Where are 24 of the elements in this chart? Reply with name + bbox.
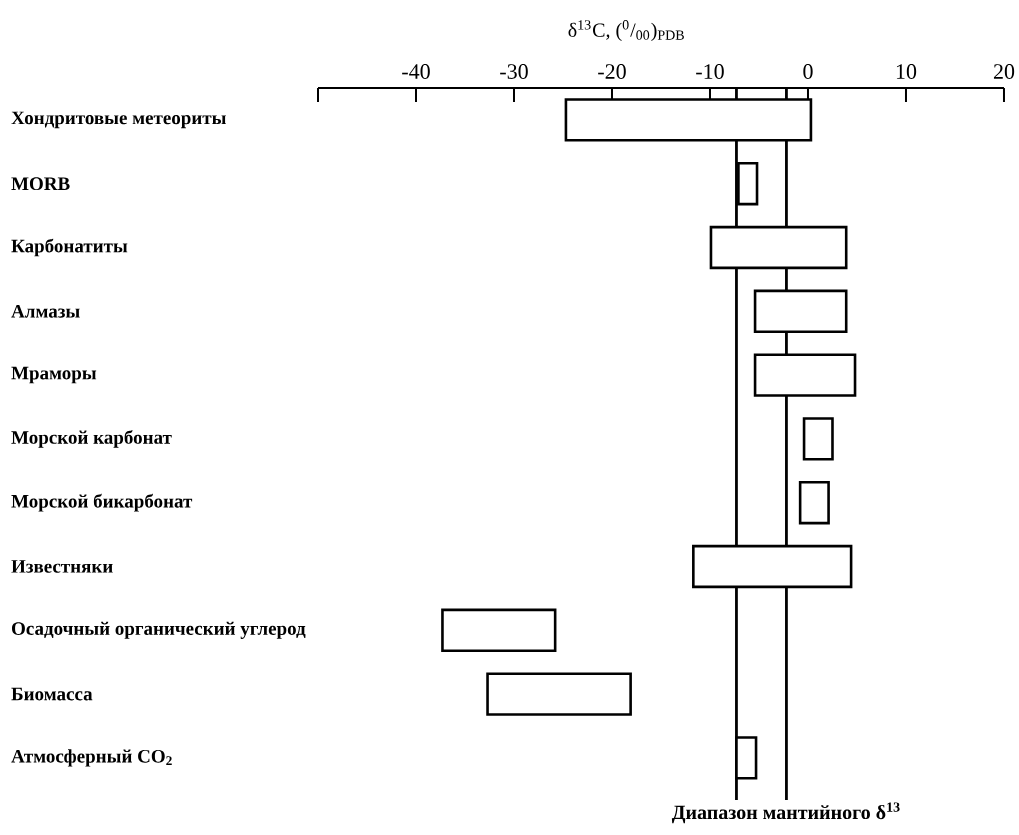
y-tick-label: Мраморы bbox=[11, 366, 97, 384]
y-tick-label: Осадочный органический углерод bbox=[12, 621, 306, 639]
x-tick-label: 20 bbox=[993, 64, 1015, 79]
ref-line-label: Диапазон мантийного δ$^{13}$ bbox=[671, 802, 900, 824]
y-tick-label: MORB bbox=[11, 177, 70, 191]
x-tick-label: -30 bbox=[500, 64, 528, 79]
y-tick-label: Алмазы bbox=[11, 304, 80, 318]
x-axis-title: δ$^{13}$C, ($^{0}$/$_{00}$)$_{PDB}$ bbox=[568, 20, 684, 41]
x-tick-label: 10 bbox=[896, 64, 917, 79]
y-tick-label: Известняки bbox=[11, 560, 113, 573]
x-tick-label: -40 bbox=[402, 64, 430, 79]
x-tick-label: 0 bbox=[803, 64, 813, 79]
y-tick-label: Биомасса bbox=[11, 687, 93, 701]
y-tick-label: Хондритовые метеориты bbox=[11, 111, 226, 129]
bar bbox=[486, 672, 632, 716]
y-tick-label: Морской карбонат bbox=[11, 430, 172, 448]
bar bbox=[798, 480, 830, 525]
y-tick-label: Атмосферный CO$_{2}$ bbox=[11, 749, 172, 767]
bar bbox=[441, 608, 557, 653]
bar bbox=[802, 417, 834, 461]
y-tick-label: Карбонатиты bbox=[11, 238, 128, 257]
x-tick-label: -20 bbox=[598, 64, 626, 79]
x-tick-label: -10 bbox=[696, 64, 724, 79]
y-tick-label: Морской бикарбонат bbox=[11, 493, 193, 512]
